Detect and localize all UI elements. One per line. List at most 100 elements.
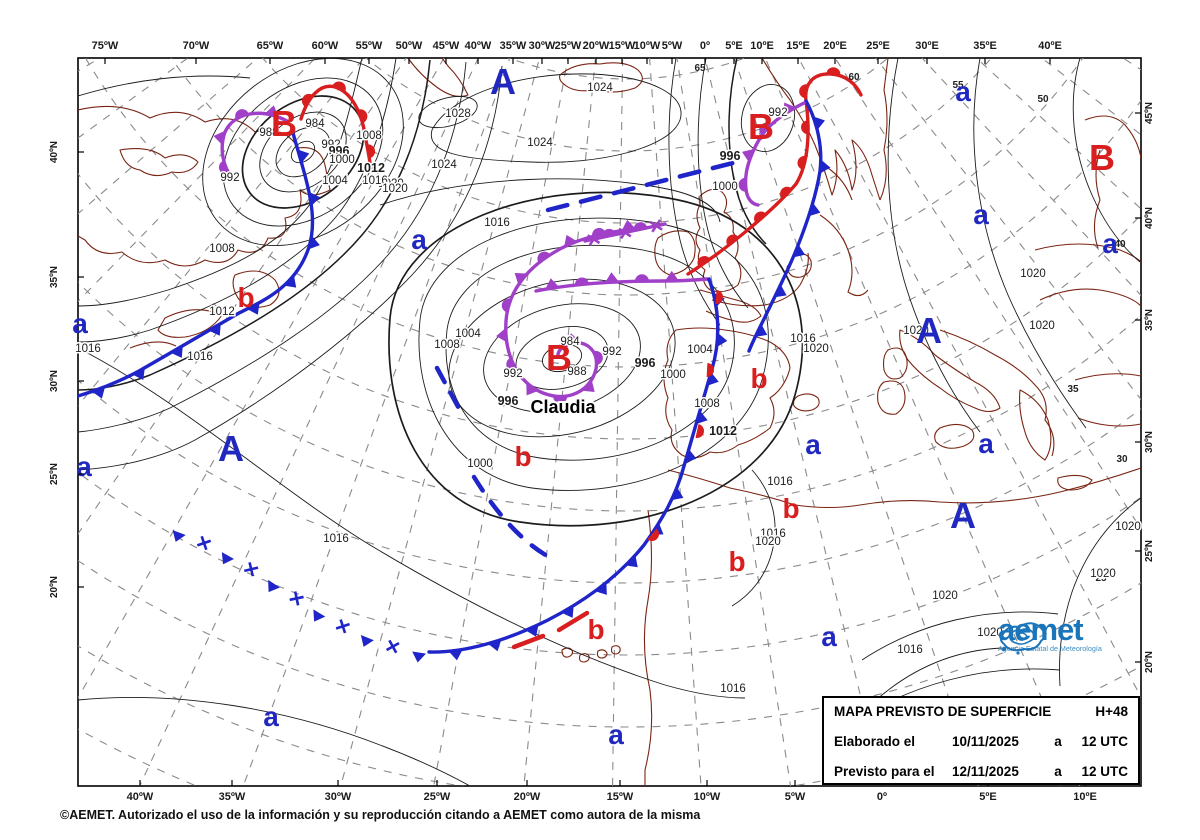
- cold-front-triangle-icon: [487, 639, 502, 652]
- isobar-value-label: 984: [560, 336, 580, 348]
- warm-front-semicircle-icon: [506, 357, 517, 372]
- lon-label-top: 55ºW: [356, 40, 383, 52]
- isobar-value-label: 1020: [1029, 320, 1055, 332]
- warm-front-semicircle-icon: [575, 277, 589, 286]
- warm-front-nw-atlantic: [299, 84, 372, 165]
- high-pressure-center-letter: A: [218, 428, 244, 469]
- high-pressure-center-letter: a: [1102, 228, 1118, 259]
- low-pressure-center-letter: b: [237, 282, 254, 313]
- inner-lat-label: 35: [1067, 384, 1079, 395]
- isobar-value-label: 992: [503, 368, 522, 380]
- warm-front-semicircle-icon: [826, 67, 841, 76]
- isobar-value-label: 1004: [322, 175, 348, 187]
- cold-front-triangle-icon: [132, 367, 145, 381]
- isobar-value-label: 992: [602, 346, 621, 358]
- cold-front-triangle-icon: [247, 302, 260, 315]
- warm-front-semicircle-icon: [501, 298, 511, 313]
- warm-front-semicircle-icon: [695, 424, 704, 438]
- lon-label-top: 0º: [700, 40, 710, 52]
- cold-front-triangle-icon: [213, 131, 225, 145]
- cold-front-triangle-icon: [545, 278, 560, 290]
- lon-label-bottom: 35ºW: [219, 791, 246, 803]
- lat-label-right: 25ºN: [1144, 540, 1155, 562]
- cold-front-triangle-icon: [268, 579, 280, 593]
- high-pressure-center-letter: a: [805, 429, 821, 460]
- lon-label-top: 30ºE: [915, 40, 939, 52]
- isobar-value-label: 1020: [977, 627, 1003, 639]
- isobar-value-label: 1008: [434, 339, 460, 351]
- cold-front-triangle-icon: [91, 386, 106, 399]
- lon-label-top: 20ºE: [823, 40, 847, 52]
- cold-front-triangle-icon: [808, 202, 821, 217]
- storm-name-label: Claudia: [530, 397, 596, 417]
- lon-label-bottom: 10ºW: [694, 791, 721, 803]
- frontolysis-cross-icon: [196, 535, 212, 551]
- trough-line-claudia-south: [471, 474, 552, 560]
- warm-front-semicircle-icon: [706, 363, 714, 377]
- isobar-value-label: 1020: [932, 590, 958, 602]
- cold-front-triangle-icon: [783, 102, 796, 115]
- lon-label-top: 30ºW: [529, 40, 556, 52]
- trough-line-uk: [545, 157, 748, 213]
- low-pressure-center-letter: b: [750, 363, 767, 394]
- lon-label-bottom: 25ºW: [424, 791, 451, 803]
- isobar-value-label: 1008: [356, 130, 382, 142]
- cold-front-triangle-icon: [172, 530, 186, 542]
- lat-label-left: 20ºN: [49, 576, 60, 598]
- cold-front-triangle-icon: [716, 332, 728, 347]
- cold-front-triangle-icon: [221, 552, 235, 565]
- cold-front-triangle-icon: [755, 324, 768, 337]
- isobar-value-label: 1016: [484, 217, 510, 229]
- occluded-front-claudia-band: [534, 277, 709, 293]
- low-pressure-center-letter: B: [546, 337, 572, 378]
- coastlines: [78, 58, 1141, 786]
- cold-front-triangle-icon: [448, 649, 463, 661]
- isobar-value-label: 1000: [467, 458, 493, 470]
- cold-front-triangle-icon: [813, 116, 825, 130]
- lat-label-right: 20ºN: [1144, 651, 1155, 673]
- high-pressure-center-letter: a: [411, 224, 427, 255]
- warm-front-semicircle-icon: [715, 290, 723, 304]
- elaborated-sep: a: [1054, 734, 1062, 749]
- cold-front-triangle-icon: [707, 372, 719, 386]
- lon-label-top: 25ºW: [555, 40, 582, 52]
- lon-label-top: 15ºW: [609, 40, 636, 52]
- lon-label-top: 40ºE: [1038, 40, 1062, 52]
- red-dashed-line-canaries-2: [556, 610, 590, 633]
- cold-front-triangle-icon: [525, 624, 539, 637]
- isobar-value-label: 1020: [1090, 568, 1116, 580]
- isobar-value-label: 1000: [329, 154, 355, 166]
- isobar-value-label: 1020: [1115, 521, 1141, 533]
- cold-front-triangle-icon: [664, 270, 679, 282]
- isobar-value-label: 1016: [362, 175, 388, 187]
- cold-front-triangle-icon: [671, 487, 684, 501]
- cold-front-triangle-icon: [621, 219, 636, 231]
- lat-label-left: 25ºN: [49, 463, 60, 485]
- warm-front-semicircle-icon: [602, 228, 617, 238]
- frontolysis-cross-icon: [243, 562, 259, 577]
- frontolysis-cross-icon: [289, 591, 304, 606]
- lat-label-right: 30ºN: [1144, 431, 1155, 453]
- lon-label-bottom: 20ºW: [514, 791, 541, 803]
- isobar-value-label: 1020: [803, 343, 829, 355]
- aemet-logo-text: aemet: [998, 612, 1084, 647]
- high-pressure-center-letter: a: [263, 701, 279, 732]
- warm-front-semicircle-icon: [358, 109, 368, 123]
- aemet-logo: aemet Agencia Estatal de Meteorología: [998, 612, 1148, 655]
- frontolysis-cross-icon: [586, 232, 601, 246]
- cold-front-triangle-icon: [297, 149, 310, 164]
- cold-front-triangle-icon: [360, 634, 374, 647]
- valid-time: 12 UTC: [1081, 764, 1128, 779]
- isobar-value-label: 1020: [378, 178, 404, 190]
- inner-lat-label: 60: [848, 72, 860, 83]
- isobar-value-label: 1000: [712, 181, 738, 193]
- lon-label-top: 35ºW: [500, 40, 527, 52]
- aemet-logo-subtitle: Agencia Estatal de Meteorología: [998, 643, 1102, 653]
- warm-front-semicircle-icon: [801, 120, 809, 135]
- lon-label-top: 20ºW: [583, 40, 610, 52]
- cold-front-triangle-icon: [526, 383, 538, 396]
- warm-front-semicircle-icon: [633, 222, 648, 231]
- warm-front-semicircle-icon: [366, 144, 376, 159]
